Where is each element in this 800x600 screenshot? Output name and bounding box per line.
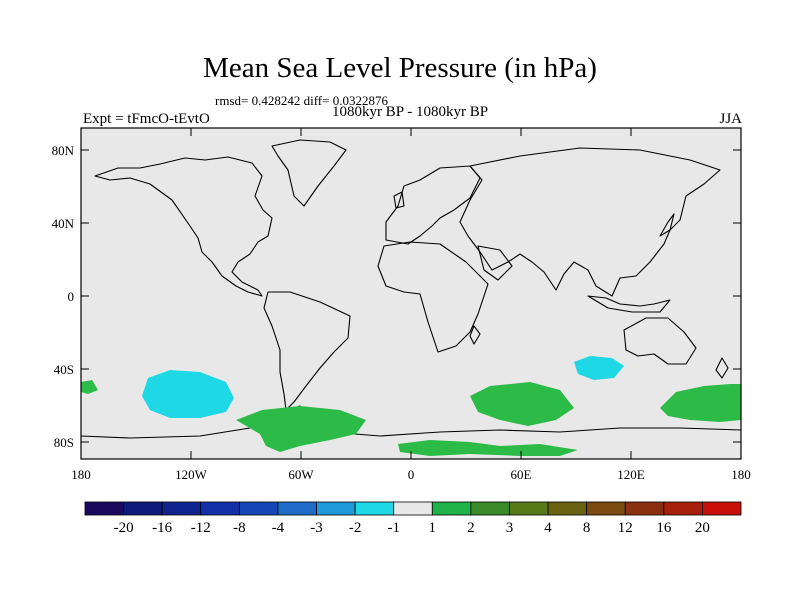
- colorbar-swatch: [663, 501, 703, 516]
- colorbar-label: -16: [152, 520, 172, 536]
- colorbar-label: -12: [191, 520, 211, 536]
- colorbar-label: -3: [310, 520, 323, 536]
- colorbar-label: 8: [583, 520, 591, 536]
- colorbar-swatch: [624, 501, 665, 516]
- colorbar-swatch: [161, 501, 202, 516]
- coastline-africa: [377, 241, 489, 353]
- colorbar-swatch: [431, 501, 472, 516]
- coastline-uk: [393, 191, 405, 209]
- colorbar-label: 4: [544, 520, 552, 536]
- time-range-subtitle: 1080kyr BP - 1080kyr BP: [331, 104, 489, 120]
- colorbar-swatch: [509, 501, 549, 516]
- lon-tick-label: 60E: [511, 467, 532, 482]
- colorbar-swatch: [354, 501, 395, 516]
- lon-tick-label: 180: [71, 467, 91, 482]
- colorbar-swatch: [702, 501, 742, 516]
- lat-tick-label: 80N: [52, 143, 75, 158]
- coastline-indonesia: [587, 295, 671, 313]
- colorbar-label: 2: [467, 520, 475, 536]
- lat-tick-label: 80S: [54, 435, 74, 450]
- colorbar: -20 -16 -12 -8 -4 -3 -2 -1 1 2 3 4 8 12 16 20: [84, 501, 742, 536]
- colorbar-swatch: [316, 501, 356, 516]
- colorbar-swatch: [84, 501, 124, 516]
- colorbar-label: 1: [429, 520, 437, 536]
- coastline-south-america: [263, 291, 351, 411]
- colorbar-label: -1: [387, 520, 400, 536]
- coastline-north-america: [94, 156, 273, 297]
- coastline-madagascar: [469, 325, 481, 345]
- coastline-new-zealand: [715, 357, 729, 379]
- colorbar-label: 3: [506, 520, 514, 536]
- anomaly-negative-south-pacific: [142, 370, 234, 418]
- colorbar-swatch: [586, 501, 626, 516]
- colorbar-label: -4: [272, 520, 285, 536]
- colorbar-label: 20: [695, 520, 710, 536]
- coastline-japan: [659, 213, 675, 237]
- lat-tick-label: 40S: [54, 362, 74, 377]
- colorbar-swatch: [470, 501, 510, 516]
- lon-tick-label: 120W: [175, 467, 208, 482]
- colorbar-swatch: [200, 501, 240, 516]
- anomaly-positive-drake-passage: [236, 406, 366, 452]
- lon-tick-label: 60W: [288, 467, 314, 482]
- colorbar-label: -8: [233, 520, 246, 536]
- lon-tick-label: 180: [731, 467, 751, 482]
- colorbar-swatch: [393, 501, 433, 516]
- coastline-greenland: [271, 139, 347, 207]
- lon-axis: [190, 128, 632, 459]
- lat-tick-label: 40N: [52, 216, 75, 231]
- colorbar-label: 16: [656, 520, 672, 536]
- lon-tick-label: 0: [408, 467, 415, 482]
- colorbar-label: -2: [349, 520, 362, 536]
- colorbar-swatch: [123, 501, 163, 516]
- anomaly-patches: [81, 356, 741, 456]
- colorbar-label: -20: [114, 520, 134, 536]
- anomaly-positive-south-indian: [660, 384, 741, 422]
- coastline-australia: [623, 317, 697, 365]
- rmsd-diff-stats: rmsd= 0.428242 diff= 0.0322876: [215, 93, 388, 108]
- season-label: JJA: [719, 111, 742, 127]
- lat-tick-label: 0: [68, 289, 75, 304]
- plot-title: Mean Sea Level Pressure (in hPa): [203, 52, 597, 84]
- experiment-label: Expt = tFmcO-tEvtO: [83, 111, 210, 127]
- anomaly-positive-far-south-pacific: [81, 380, 98, 394]
- colorbar-swatch: [277, 501, 317, 516]
- lat-axis: [81, 149, 741, 443]
- coastline-arabia: [477, 245, 513, 281]
- anomaly-negative-indian-ocean: [574, 356, 624, 380]
- anomaly-positive-south-atlantic: [470, 382, 574, 426]
- anomaly-positive-antarctic-coast: [398, 440, 578, 456]
- colorbar-label: 12: [618, 520, 633, 536]
- colorbar-swatch: [547, 501, 588, 516]
- lon-tick-label: 120E: [617, 467, 645, 482]
- colorbar-swatch: [238, 501, 279, 516]
